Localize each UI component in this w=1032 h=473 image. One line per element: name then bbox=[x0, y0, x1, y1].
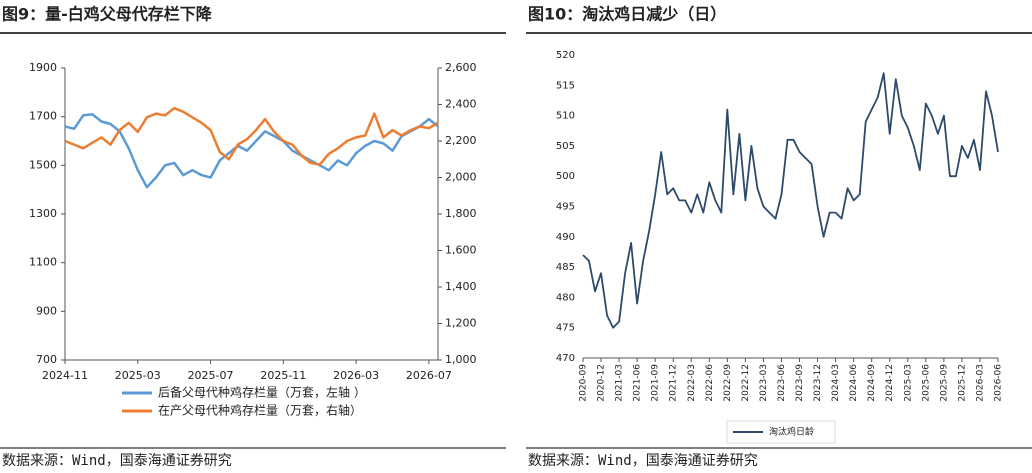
x-tick-label: 2025-03 bbox=[903, 364, 913, 402]
x-tick-label: 2026-06 bbox=[994, 364, 1004, 402]
x-tick-label: 2021-09 bbox=[651, 364, 661, 402]
legend-label: 淘汰鸡日龄 bbox=[769, 426, 814, 438]
x-tick-label: 2023-12 bbox=[813, 364, 823, 402]
y2-tick-label: 2,200 bbox=[445, 134, 477, 147]
x-tick-label: 2021-12 bbox=[669, 364, 679, 402]
x-tick-label: 2025-07 bbox=[188, 369, 234, 382]
x-tick-label: 2021-06 bbox=[633, 364, 643, 402]
x-tick-label: 2020-09 bbox=[579, 364, 589, 402]
series-line bbox=[582, 72, 999, 329]
x-tick-label: 2024-03 bbox=[831, 364, 841, 402]
x-tick-label: 2025-03 bbox=[115, 369, 161, 382]
chart-title: 图10：淘汰鸡日减少（日） bbox=[528, 5, 726, 24]
y2-tick-label: 1,800 bbox=[445, 207, 477, 220]
y-tick-label: 520 bbox=[556, 50, 575, 61]
y-tick-label: 1500 bbox=[29, 158, 57, 171]
y2-tick-label: 2,600 bbox=[445, 61, 477, 74]
x-tick-label: 2024-09 bbox=[867, 364, 877, 402]
y-tick-label: 480 bbox=[556, 292, 575, 303]
y-tick-label: 700 bbox=[36, 353, 57, 366]
source-note: 数据来源：Wind，国泰海通证券研究 bbox=[528, 453, 758, 469]
y-tick-label: 500 bbox=[556, 171, 575, 182]
y-tick-label: 475 bbox=[556, 323, 575, 334]
x-tick-label: 2021-03 bbox=[615, 364, 625, 402]
series-line bbox=[64, 112, 439, 189]
y-tick-label: 1900 bbox=[29, 61, 57, 74]
x-tick-label: 2024-12 bbox=[885, 364, 895, 402]
y-tick-label: 1100 bbox=[29, 256, 57, 269]
x-tick-label: 2025-09 bbox=[939, 364, 949, 402]
y2-tick-label: 1,600 bbox=[445, 244, 477, 257]
x-tick-label: 2023-09 bbox=[795, 364, 805, 402]
source-note: 数据来源：Wind，国泰海通证券研究 bbox=[2, 453, 232, 469]
y2-tick-label: 2,000 bbox=[445, 171, 477, 184]
x-tick-label: 2022-09 bbox=[723, 364, 733, 402]
x-tick-label: 2025-12 bbox=[957, 364, 967, 402]
x-tick-label: 2024-11 bbox=[42, 369, 88, 382]
series-line bbox=[64, 106, 439, 166]
x-tick-label: 2023-06 bbox=[777, 364, 787, 402]
y2-tick-label: 2,400 bbox=[445, 98, 477, 111]
x-tick-label: 2022-06 bbox=[705, 364, 715, 402]
y-tick-label: 515 bbox=[556, 80, 575, 91]
x-tick-label: 2026-03 bbox=[333, 369, 379, 382]
y-tick-label: 495 bbox=[556, 202, 575, 213]
legend-label: 在产父母代种鸡存栏量（万套，右轴） bbox=[158, 403, 362, 418]
y2-tick-label: 1,200 bbox=[445, 317, 477, 330]
y-tick-label: 1700 bbox=[29, 110, 57, 123]
chart-title: 图9：量-白鸡父母代存栏下降 bbox=[2, 5, 213, 24]
y-tick-label: 1300 bbox=[29, 207, 57, 220]
y-tick-label: 900 bbox=[36, 304, 57, 317]
x-tick-label: 2020-12 bbox=[597, 364, 607, 402]
y-tick-label: 485 bbox=[556, 262, 575, 273]
x-tick-label: 2026-03 bbox=[975, 364, 985, 402]
legend-label: 后备父母代种鸡存栏量（万套，左轴 ） bbox=[158, 385, 366, 400]
x-tick-label: 2024-06 bbox=[849, 364, 859, 402]
y2-tick-label: 1,000 bbox=[445, 353, 477, 366]
y-tick-label: 470 bbox=[556, 353, 575, 364]
y2-tick-label: 1,400 bbox=[445, 280, 477, 293]
x-tick-label: 2022-03 bbox=[687, 364, 697, 402]
x-tick-label: 2023-03 bbox=[759, 364, 769, 402]
y-tick-label: 510 bbox=[556, 111, 575, 122]
x-tick-label: 2022-12 bbox=[741, 364, 751, 402]
x-tick-label: 2025-11 bbox=[260, 369, 306, 382]
y-tick-label: 490 bbox=[556, 232, 575, 243]
legend-box bbox=[726, 420, 836, 444]
y-tick-label: 505 bbox=[556, 141, 575, 152]
x-tick-label: 2026-07 bbox=[406, 369, 452, 382]
x-tick-label: 2025-06 bbox=[921, 364, 931, 402]
